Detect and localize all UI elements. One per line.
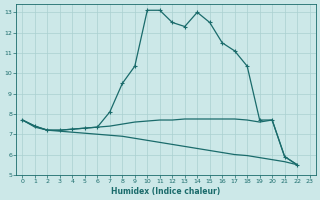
X-axis label: Humidex (Indice chaleur): Humidex (Indice chaleur) <box>111 187 221 196</box>
